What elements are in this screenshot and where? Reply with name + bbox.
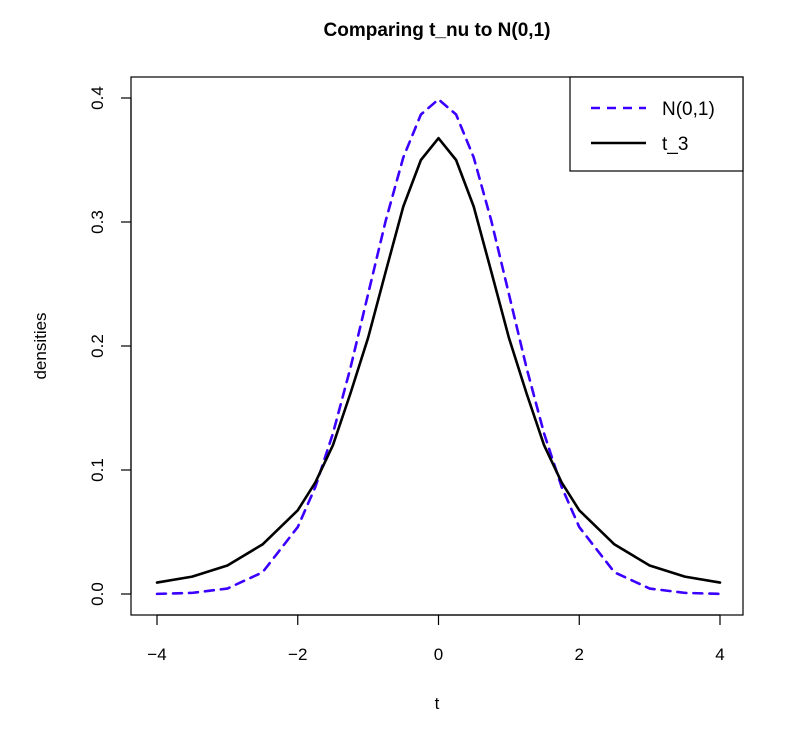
chart-title: Comparing t_nu to N(0,1) xyxy=(324,20,551,41)
y-tick-label: 0.1 xyxy=(88,458,107,482)
y-tick-label: 0.4 xyxy=(88,86,107,110)
legend: N(0,1) t_3 xyxy=(569,76,744,172)
x-tick-label: −4 xyxy=(147,645,166,664)
legend-label-normal: N(0,1) xyxy=(662,99,715,120)
legend-label-t3: t_3 xyxy=(662,134,688,155)
series-layer xyxy=(155,98,722,596)
x-tick-label: −2 xyxy=(288,645,307,664)
x-tick-label: 2 xyxy=(575,645,584,664)
x-tick-label: 4 xyxy=(715,645,724,664)
y-axis: 0.0 0.1 0.2 0.3 0.4 xyxy=(88,86,132,606)
y-tick-label: 0.0 xyxy=(88,582,107,606)
legend-box xyxy=(569,76,744,172)
y-tick-label: 0.3 xyxy=(88,210,107,234)
y-axis-label: densities xyxy=(31,312,50,379)
x-tick-label: 0 xyxy=(434,645,443,664)
series-line-0 xyxy=(155,98,722,596)
x-axis: −4 −2 0 2 4 xyxy=(147,614,725,664)
x-axis-label: t xyxy=(435,694,440,713)
y-tick-label: 0.2 xyxy=(88,334,107,358)
series-line-1 xyxy=(155,136,722,584)
